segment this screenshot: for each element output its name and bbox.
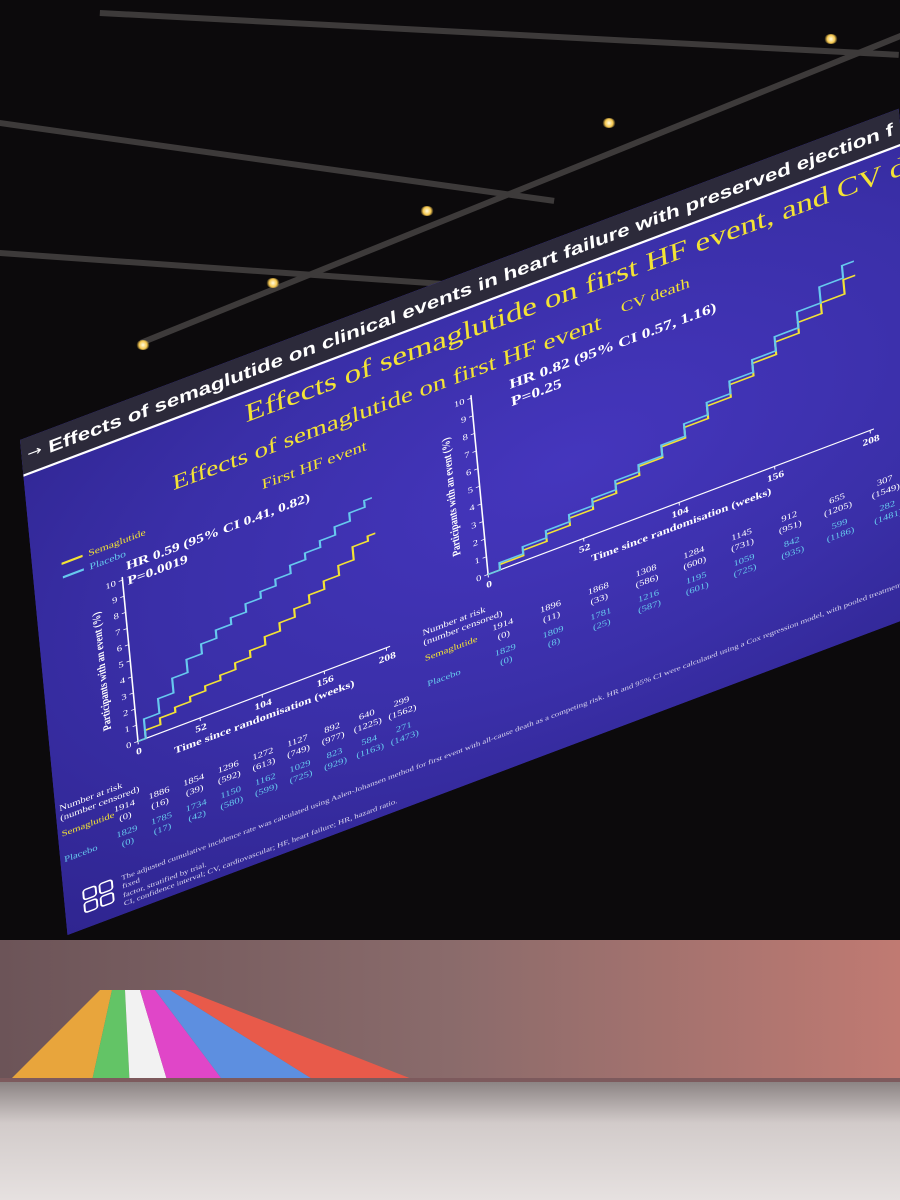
y-tick-label: 8 — [462, 432, 468, 443]
y-axis — [121, 576, 139, 742]
y-tick — [120, 595, 125, 599]
y-tick — [126, 660, 131, 663]
y-axis-label: Participants with an event (%) — [440, 435, 464, 558]
y-tick-label: 10 — [105, 579, 116, 592]
y-tick — [484, 574, 489, 577]
y-tick-label: 4 — [120, 676, 126, 687]
series-line-placebo — [488, 260, 854, 576]
series-line-placebo — [137, 496, 372, 743]
y-tick-label: 9 — [112, 595, 118, 606]
stage-spotlight — [266, 278, 280, 288]
y-tick-label: 4 — [469, 503, 475, 514]
y-tick — [121, 611, 126, 615]
y-tick-label: 6 — [466, 467, 472, 478]
y-tick — [123, 628, 128, 631]
x-axis — [488, 428, 874, 575]
y-tick-label: 0 — [126, 740, 132, 751]
y-tick — [472, 450, 477, 453]
y-tick-label: 5 — [118, 660, 124, 671]
projected-slide: → Effects of semaglutide on clinical eve… — [20, 108, 900, 936]
series-line-semaglutide — [137, 532, 376, 743]
ceiling-truss — [0, 120, 555, 204]
y-tick-label: 5 — [467, 485, 473, 496]
y-axis — [470, 394, 489, 575]
stage-backdrop — [0, 940, 900, 1090]
x-axis — [137, 645, 391, 742]
y-tick-label: 6 — [116, 643, 122, 654]
stage-spotlight — [602, 118, 616, 128]
x-tick-label: 52 — [578, 541, 590, 555]
y-tick-label: 3 — [471, 520, 477, 531]
y-tick-label: 1 — [124, 724, 130, 735]
y-tick — [118, 579, 123, 582]
y-tick-label: 7 — [115, 627, 121, 638]
y-tick-label: 3 — [121, 692, 127, 703]
x-tick-label: 0 — [486, 579, 493, 591]
x-tick-label: 0 — [136, 745, 143, 757]
y-tick — [132, 724, 137, 728]
y-tick-label: 0 — [476, 573, 482, 584]
y-tick — [477, 503, 482, 506]
y-tick-label: 8 — [113, 611, 119, 622]
y-tick-label: 9 — [461, 415, 467, 426]
y-tick — [470, 433, 475, 436]
stage-color-stripes — [0, 990, 440, 1090]
y-tick-label: 7 — [464, 450, 470, 461]
x-tick-label: 208 — [862, 432, 881, 449]
x-tick-label: 156 — [767, 468, 786, 485]
y-tick — [124, 644, 129, 647]
y-tick — [475, 485, 480, 489]
y-tick — [479, 521, 484, 524]
y-tick — [469, 415, 473, 418]
stage-spotlight — [824, 34, 838, 44]
y-tick — [482, 556, 487, 559]
stage-spotlight — [136, 340, 150, 350]
y-tick — [131, 708, 135, 711]
y-tick-label: 2 — [123, 708, 129, 719]
stage-spotlight — [420, 206, 434, 216]
y-tick — [127, 676, 132, 679]
x-tick-label: 52 — [195, 721, 207, 735]
y-tick — [129, 692, 134, 695]
y-tick — [474, 468, 478, 471]
y-tick-label: 10 — [454, 397, 465, 410]
y-tick — [134, 740, 139, 744]
y-tick-label: 1 — [474, 556, 480, 567]
trial-logo-icon — [82, 879, 115, 913]
y-tick — [480, 538, 485, 541]
stage-floor — [0, 1082, 900, 1200]
y-tick — [467, 397, 472, 400]
ceiling-truss — [99, 10, 899, 58]
y-tick-label: 2 — [472, 538, 478, 549]
